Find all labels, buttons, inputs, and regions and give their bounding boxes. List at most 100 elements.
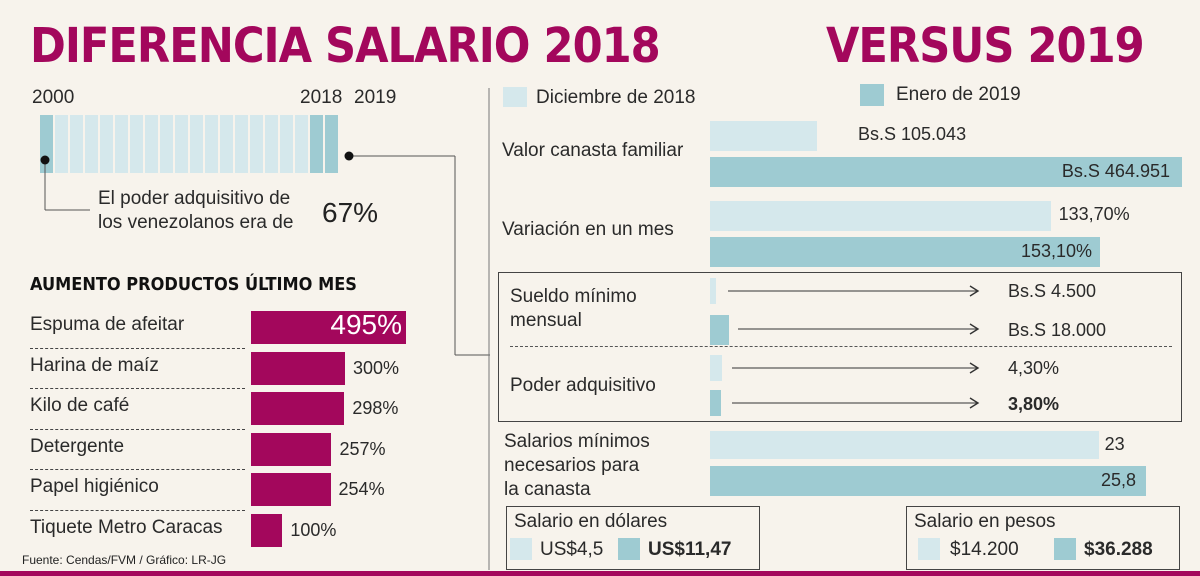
row-poder-label: Poder adquisitivo [510, 375, 656, 396]
dollars-jan-value: US$11,47 [648, 539, 732, 560]
product-value: 100% [290, 519, 337, 540]
timeline-segment [130, 115, 143, 173]
timeline-segment [100, 115, 113, 173]
timeline-segment [265, 115, 278, 173]
product-bar [251, 351, 345, 385]
product-label: Tiquete Metro Caracas [30, 516, 223, 538]
product-value: 254% [338, 479, 385, 499]
product-bar [251, 432, 332, 466]
timeline-segment [310, 115, 323, 173]
products-chart-title: AUMENTO PRODUCTOS ÚLTIMO MES [30, 274, 357, 295]
row-salarios-label-1: Salarios mínimos [504, 431, 650, 452]
salary-box-divider [510, 346, 1172, 347]
timeline-segment [190, 115, 203, 173]
row-sueldo-label-1: Sueldo mínimo [510, 286, 637, 307]
year-2000: 2000 [32, 87, 75, 108]
product-row-divider [30, 388, 245, 389]
poder-jan-value: 3,80% [1008, 394, 1060, 414]
poder-dec-bar [710, 355, 722, 381]
variacion-dec-bar [710, 201, 1051, 231]
timeline-segment [295, 115, 308, 173]
timeline-segment [325, 115, 338, 173]
product-value: 257% [339, 438, 386, 459]
sueldo-jan-value: Bs.S 18.000 [1008, 320, 1107, 340]
variacion-jan-bar [710, 237, 1100, 267]
row-canasta-label: Valor canasta familiar [502, 140, 684, 161]
bottom-rule [0, 571, 1200, 576]
year-2018: 2018 [300, 87, 343, 108]
timeline-2018-dot [344, 151, 354, 161]
product-bar [251, 311, 406, 344]
timeline-2000-dot [40, 155, 50, 165]
pesos-box [906, 506, 1180, 570]
canasta-dec-value: Bs.S 105.043 [858, 124, 967, 144]
product-row-divider [30, 469, 245, 470]
product-label: Detergente [30, 435, 125, 457]
timeline-segment [250, 115, 263, 173]
variacion-jan-value: 153,10% [1020, 241, 1092, 261]
sueldo-jan-bar [710, 315, 729, 345]
row-salarios-label-3: la canasta [504, 479, 591, 500]
product-label: Papel higiénico [30, 476, 159, 497]
dollars-dec-value: US$4,5 [540, 539, 604, 560]
product-label: Harina de maíz [30, 354, 159, 376]
timeline-segment [205, 115, 218, 173]
timeline-segment [115, 115, 128, 173]
timeline-segment [175, 115, 188, 173]
salarios-dec-bar [710, 431, 1099, 459]
product-value: 300% [352, 357, 399, 378]
product-label: Espuma de afeitar [30, 314, 185, 335]
product-row-divider [30, 428, 245, 430]
timeline-segment [70, 115, 83, 173]
dollars-jan-swatch [618, 538, 640, 560]
timeline-segment [280, 115, 293, 173]
timeline-segment [235, 115, 248, 173]
pesos-jan-swatch [1054, 538, 1076, 560]
pesos-dec-value: $14.200 [950, 539, 1019, 560]
product-label: Kilo de café [30, 395, 130, 416]
title-right: VERSUS 2019 [826, 18, 1145, 74]
canasta-dec-bar [710, 121, 817, 151]
year-2019: 2019 [354, 87, 397, 108]
product-row-divider [30, 509, 245, 511]
product-value: 298% [352, 398, 399, 418]
dollars-title: Salario en dólares [514, 511, 668, 532]
timeline-bar [40, 115, 365, 173]
pesos-jan-value: $36.288 [1084, 539, 1153, 560]
products-chart: Espuma de afeitar 495% Harina de maíz 300% K… [0, 0, 490, 576]
product-bar [251, 513, 283, 547]
poder-jan-bar [710, 390, 721, 416]
legend-jan-label: Enero de 2019 [896, 84, 1021, 105]
salarios-jan-bar [710, 466, 1146, 496]
salary-box [498, 272, 1182, 422]
timeline-segment [145, 115, 158, 173]
pesos-dec-swatch [918, 538, 940, 560]
product-bar [251, 392, 345, 425]
variacion-dec-value: 133,70% [1058, 204, 1130, 224]
legend-dec-swatch [503, 87, 527, 107]
dollars-dec-swatch [510, 538, 532, 560]
canasta-jan-value: Bs.S 464.951 [1061, 161, 1170, 181]
timeline-segment [85, 115, 98, 173]
salarios-dec-value: 23 [1104, 434, 1125, 454]
canasta-jan-bar [710, 157, 1182, 187]
row-salarios-label-2: necesarios para [504, 455, 640, 476]
timeline-segment [220, 115, 233, 173]
note-value: 67% [322, 197, 379, 228]
source: Fuente: Cendas/FVM / Gráfico: LR-JG [22, 553, 227, 567]
title-left: DIFERENCIA SALARIO 2018 [30, 18, 661, 74]
salarios-jan-value: 25,8 [1100, 470, 1136, 490]
row-variacion-label: Variación en un mes [502, 219, 674, 240]
dollars-box [506, 506, 760, 570]
row-sueldo-label-2: mensual [510, 310, 582, 331]
legend-dec-label: Diciembre de 2018 [536, 87, 696, 108]
note-line2: los venezolanos era de [98, 212, 294, 233]
product-value: 495% [330, 309, 402, 340]
timeline-segment [160, 115, 173, 173]
note-line1: El poder adquisitivo de [98, 188, 291, 209]
sueldo-dec-value: Bs.S 4.500 [1008, 281, 1097, 301]
pesos-title: Salario en pesos [914, 511, 1056, 532]
product-bar [251, 473, 331, 506]
product-row-divider [30, 347, 245, 349]
